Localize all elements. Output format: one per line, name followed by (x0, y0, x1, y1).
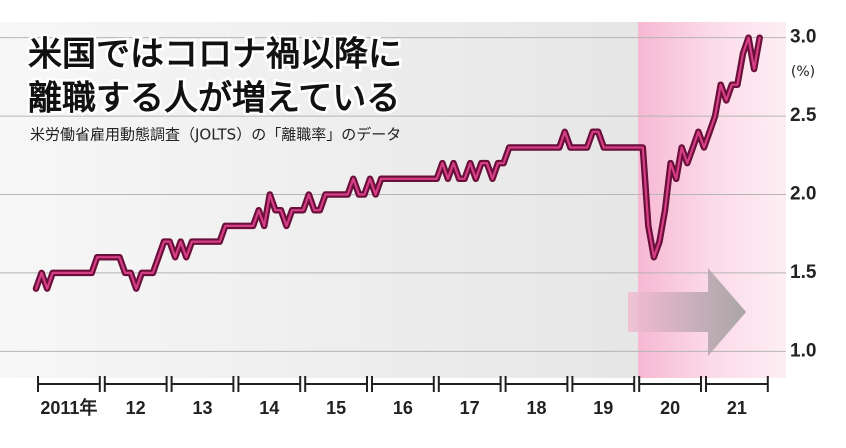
year-bracket (437, 376, 502, 392)
y-tick-label: 2.0 (790, 184, 816, 205)
year-bracket (705, 376, 769, 392)
x-tick-label: 14 (259, 398, 279, 418)
year-bracket (304, 376, 368, 392)
year-bracket (371, 376, 435, 392)
line (34, 36, 761, 290)
x-tick-label: 16 (393, 398, 413, 418)
year-bracket (638, 376, 702, 392)
year-bracket (571, 376, 636, 392)
x-tick-label: 2011年 (40, 397, 97, 418)
year-bracket (170, 376, 235, 392)
x-tick-label: 15 (326, 398, 346, 418)
arrow (628, 268, 746, 356)
x-tick-label: 12 (126, 398, 146, 418)
year-bracket (504, 376, 569, 392)
year-bracket (237, 376, 302, 392)
x-tick-label: 13 (192, 398, 212, 418)
chart-title: 離職する人が増えている (28, 79, 400, 119)
year-bracket (37, 376, 101, 392)
plot-background (0, 22, 638, 378)
y-tick-label: 2.5 (790, 105, 817, 126)
chart-title: 米国ではコロナ禍以降に (28, 35, 402, 75)
x-tick-label: 20 (660, 398, 680, 418)
y-tick-label: 1.0 (790, 340, 816, 361)
x-tick-label: 17 (460, 398, 480, 418)
y-tick-label: 3.0 (790, 27, 816, 48)
year-bracket (103, 376, 168, 392)
x-tick-label: 18 (526, 398, 546, 418)
x-tick-label: 19 (593, 398, 613, 418)
x-tick-label: 21 (727, 398, 747, 418)
y-tick-label: 1.5 (790, 262, 817, 283)
chart-subtitle: 米労働省雇用動態調査（JOLTS）の「離職率」のデータ (30, 126, 401, 144)
y-unit: (%) (791, 64, 815, 80)
